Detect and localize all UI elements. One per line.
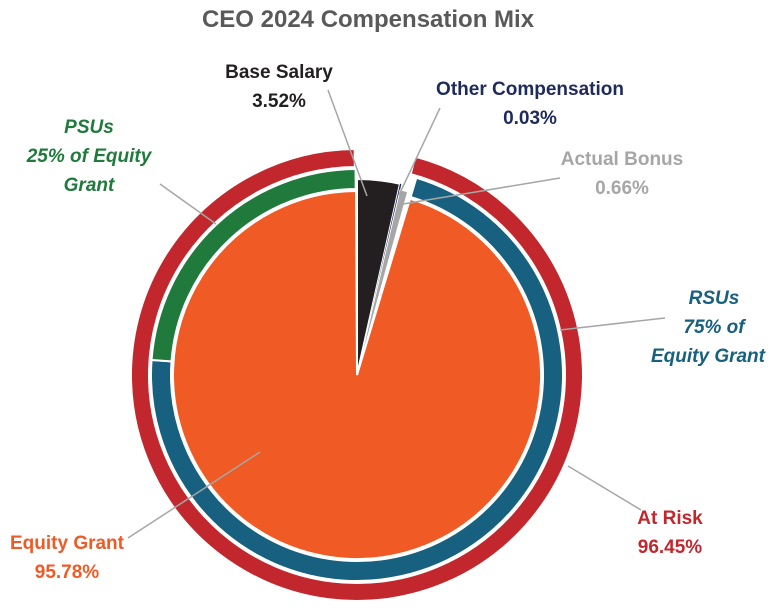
leader-actual-bonus	[402, 177, 561, 205]
leader-base-salary	[327, 89, 368, 197]
label-psus: PSUs	[64, 117, 114, 138]
label-actual-bonus: Actual Bonus	[561, 149, 683, 170]
label-psus-line3: Grant	[64, 175, 115, 196]
value-base-salary: 3.52%	[252, 91, 306, 112]
label-base-salary: Base Salary	[225, 62, 333, 83]
slice-base-salary	[356, 177, 402, 376]
label-rsus-line2: 75% of	[683, 317, 746, 338]
leader-at-risk	[567, 465, 642, 511]
label-rsus: RSUs	[689, 288, 740, 309]
leader-psus	[159, 183, 217, 225]
value-at-risk: 96.45%	[638, 537, 703, 558]
leader-equity-grant	[127, 451, 261, 539]
label-rsus-line3: Equity Grant	[651, 346, 766, 367]
psus-ring-segment	[150, 168, 357, 363]
value-equity-grant: 95.78%	[35, 562, 100, 583]
label-other-compensation: Other Compensation	[436, 79, 624, 100]
at-risk-ring	[130, 147, 584, 602]
leader-other-compensation	[398, 107, 441, 196]
value-actual-bonus: 0.66%	[595, 178, 649, 199]
slice-actual-bonus	[356, 189, 409, 376]
value-other-compensation: 0.03%	[503, 108, 557, 129]
chart-title: CEO 2024 Compensation Mix	[202, 6, 535, 33]
label-psus-line2: 25% of Equity	[26, 146, 153, 167]
leader-rsus	[559, 317, 666, 331]
label-at-risk: At Risk	[637, 508, 703, 529]
label-equity-grant: Equity Grant	[10, 533, 125, 554]
